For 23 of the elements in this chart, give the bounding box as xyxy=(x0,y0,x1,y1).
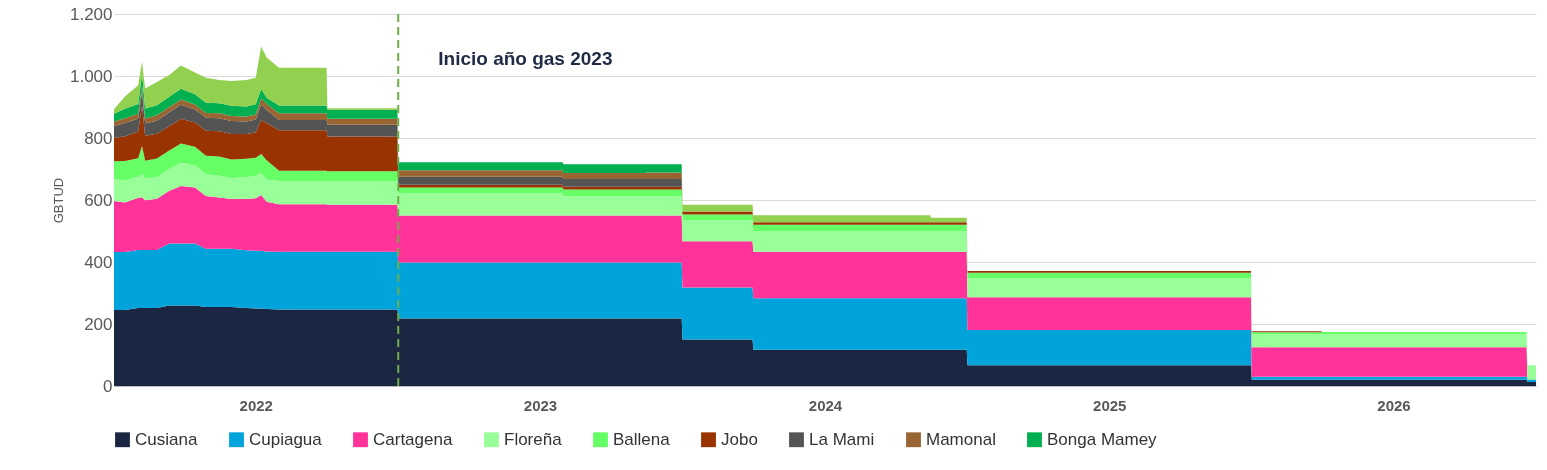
legend-label: Cusiana xyxy=(135,429,198,449)
legend-label: La Mami xyxy=(809,429,875,449)
legend-label: Mamonal xyxy=(926,429,996,449)
legend-label: Jobo xyxy=(721,429,758,449)
y-tick-label: 800 xyxy=(84,128,113,148)
legend-label: Cartagena xyxy=(373,429,453,449)
x-tick-label: 2024 xyxy=(808,396,843,414)
x-tick-label: 2023 xyxy=(523,396,558,414)
legend-label: Ballena xyxy=(613,429,671,449)
legend-label: Bonga Mamey xyxy=(1047,429,1158,449)
x-tick-label: 2026 xyxy=(1377,396,1411,414)
y-tick-label: 200 xyxy=(84,314,113,334)
y-tick-label: 1.200 xyxy=(69,4,113,24)
legend-label: Cupiagua xyxy=(249,429,323,449)
x-tick-label: 2022 xyxy=(239,396,273,414)
y-tick-label: 400 xyxy=(84,252,113,272)
legend-label: Floreña xyxy=(504,429,563,449)
ref-line-label: Inicio año gas 2023 xyxy=(438,48,613,69)
y-tick-label: 1.000 xyxy=(69,66,113,86)
y-tick-label: 600 xyxy=(84,190,113,210)
x-tick-label: 2025 xyxy=(1093,396,1127,414)
y-tick-label: 0 xyxy=(103,376,113,396)
y-axis-title: GBTUD xyxy=(50,177,66,224)
